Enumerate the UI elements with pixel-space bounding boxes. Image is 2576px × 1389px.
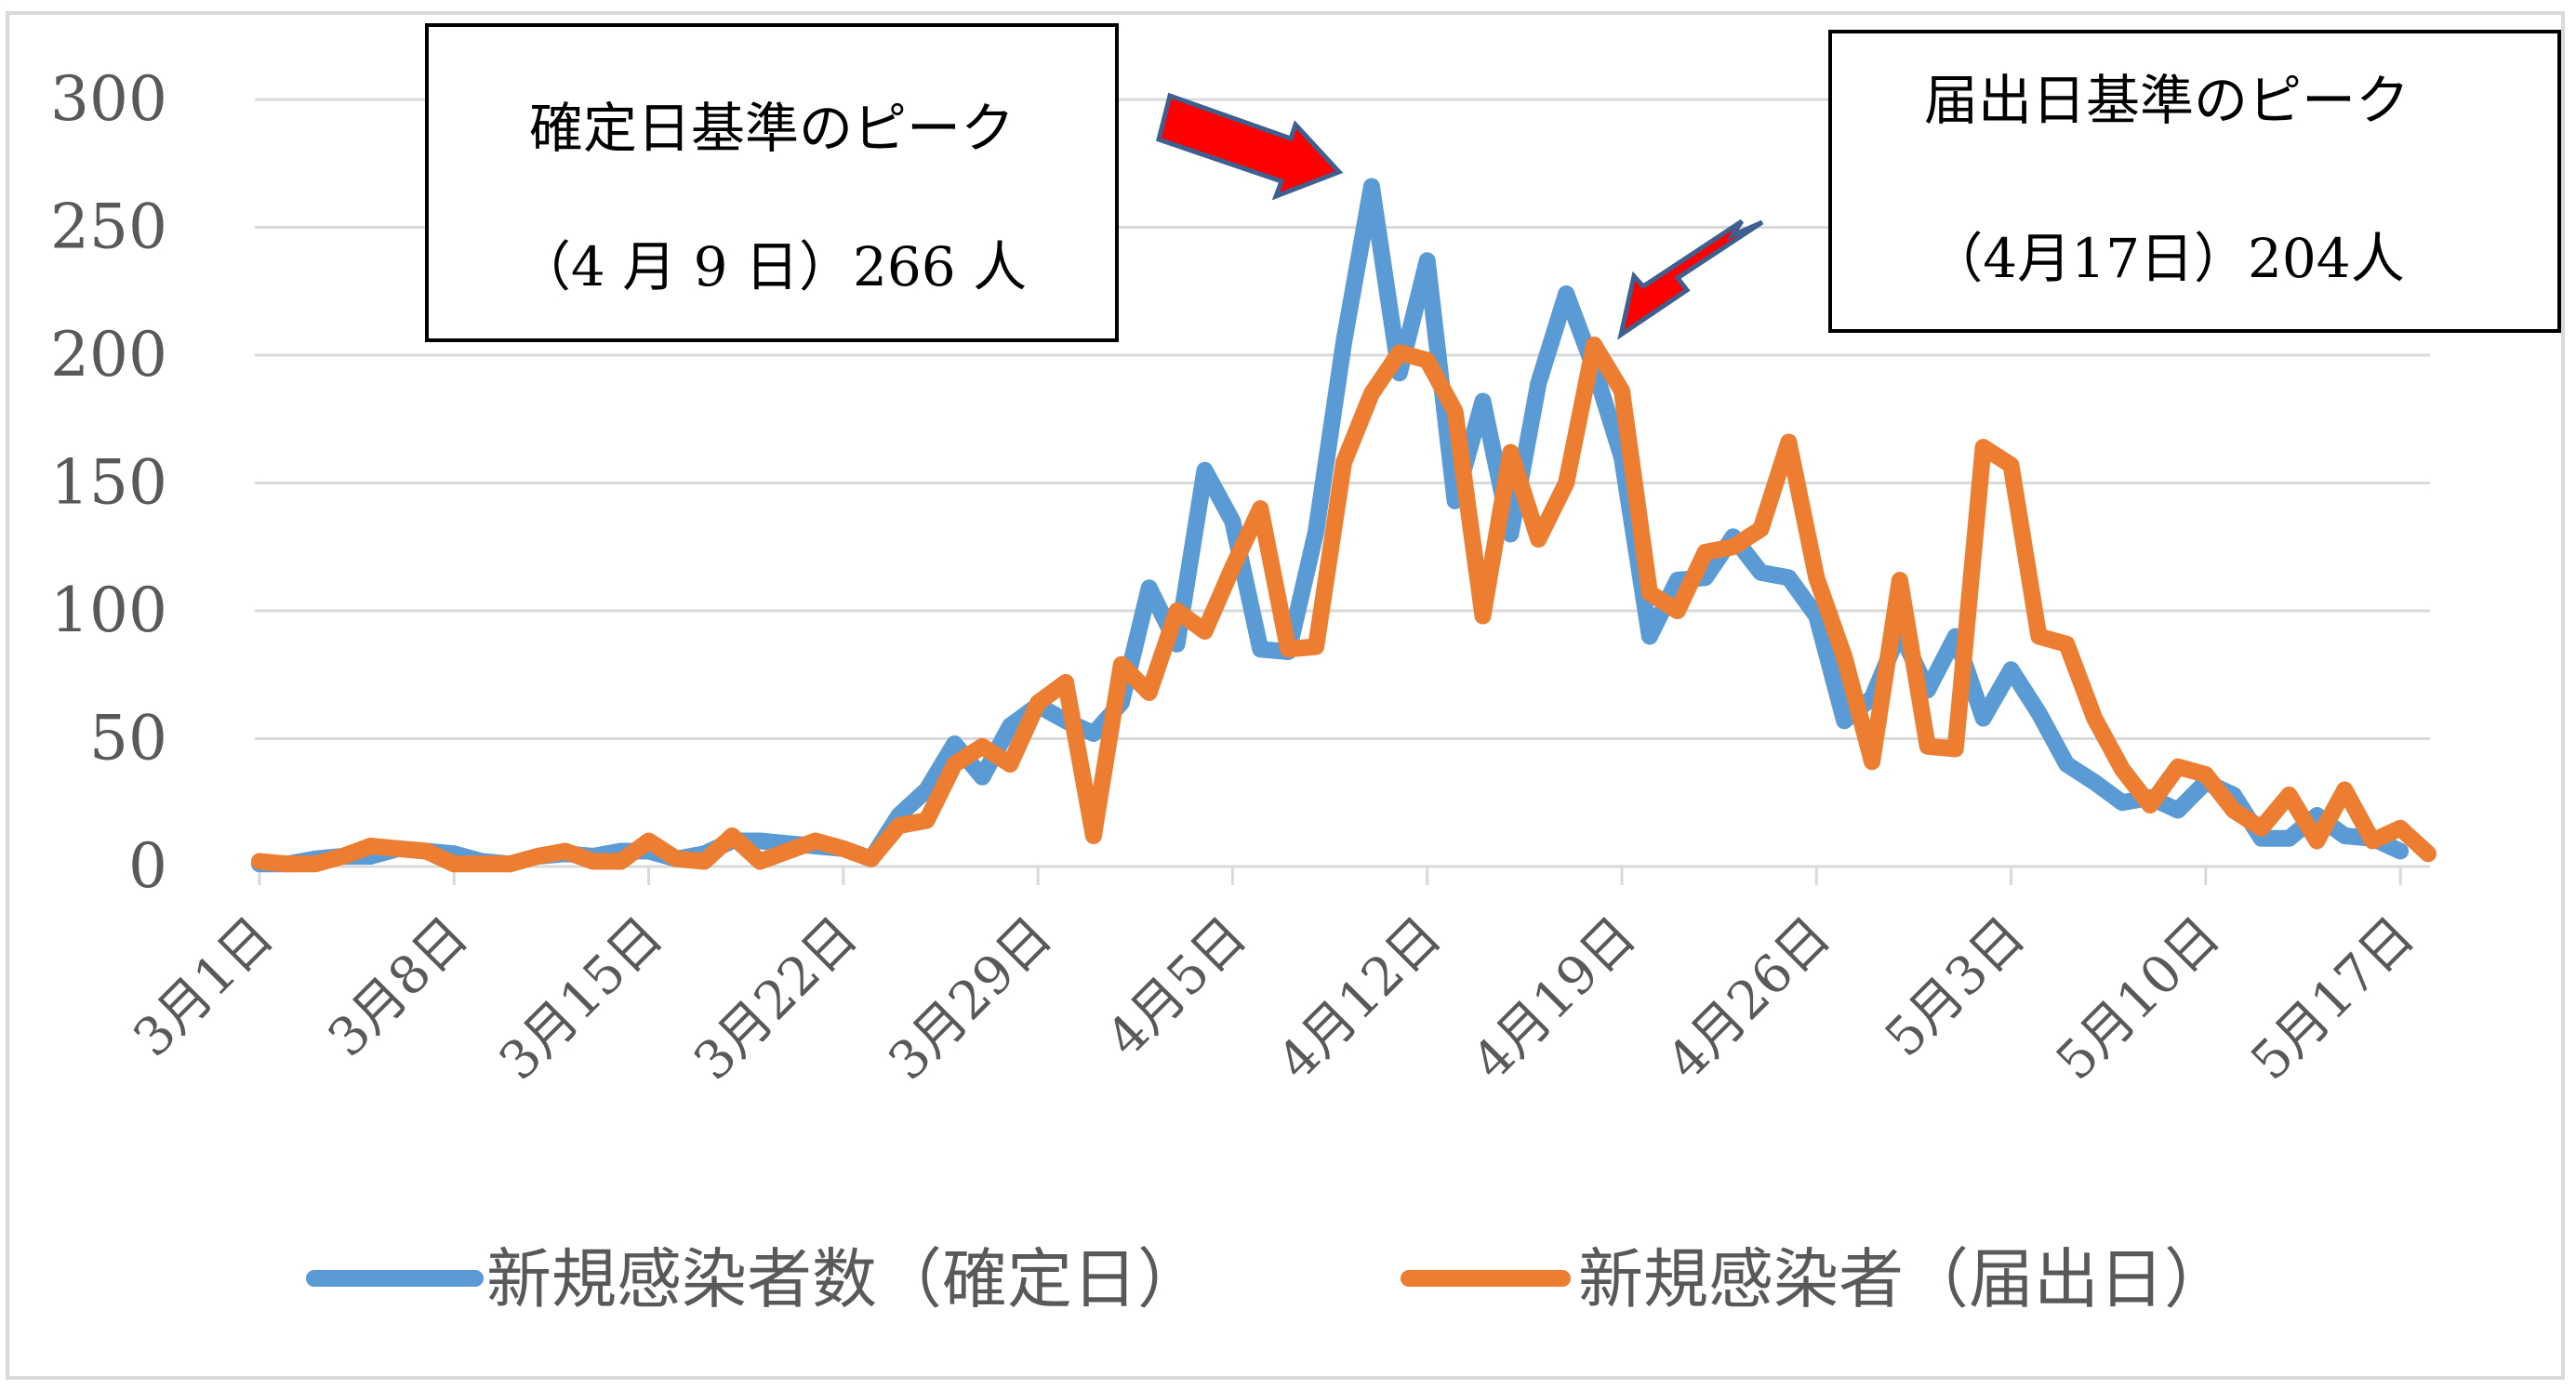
legend-label-confirmed: 新規感染者数（確定日） [486, 1241, 1202, 1317]
x-tick-label: 5月10日 [2045, 906, 2232, 1092]
annotation-confirmed-peak: 確定日基準のピーク （4 月 9 日）266 人 [425, 23, 1119, 342]
x-tick-label: 4月19日 [1461, 906, 1648, 1092]
x-tick-label: 4月26日 [1655, 906, 1842, 1092]
annotation-confirmed-line2: （4 月 9 日）266 人 [517, 235, 1027, 298]
series-line-confirmed [251, 178, 2410, 873]
annotation-reported-line1: 届出日基準のピーク [1924, 69, 2410, 132]
x-tick-label: 4月12日 [1267, 906, 1454, 1092]
y-tick-label: 0 [128, 830, 167, 902]
x-tick-label: 3月22日 [683, 906, 870, 1092]
x-axis-ticks: 3月1日 3月8日 3月15日 3月22日 3月29日 4月5日 4月12日 4月19日 4月2… [122, 866, 2426, 1092]
x-tick-label: 3月1日 [122, 906, 285, 1069]
x-tick-label: 3月8日 [317, 906, 481, 1069]
series-lines [251, 178, 2437, 873]
arrow-confirmed-peak [1156, 92, 1344, 201]
annotation-box-confirmed [425, 23, 1119, 342]
x-tick-label: 5月3日 [1874, 906, 2038, 1069]
x-tick-label: 5月17日 [2239, 906, 2426, 1092]
legend-label-reported: 新規感染者（届出日） [1578, 1241, 2229, 1317]
annotation-reported-peak: 届出日基準のピーク （4月17日）204人 [1828, 30, 2561, 333]
y-tick-label: 100 [50, 575, 167, 646]
annotation-reported-line2: （4月17日）204人 [1929, 227, 2404, 290]
legend: 新規感染者数（確定日） 新規感染者（届出日） [306, 1241, 2229, 1317]
arrow-reported-peak [1617, 218, 1764, 340]
y-axis-ticks: 0 50 100 150 200 250 300 [50, 63, 167, 902]
x-tick-label: 3月15日 [488, 906, 675, 1092]
y-tick-label: 200 [50, 319, 167, 390]
y-tick-label: 150 [50, 447, 167, 519]
x-tick-label: 4月5日 [1095, 906, 1259, 1069]
y-tick-label: 300 [50, 63, 167, 135]
y-tick-label: 250 [50, 192, 167, 263]
y-tick-label: 50 [89, 703, 167, 774]
series-line-reported [251, 337, 2437, 873]
annotation-box-reported [1828, 30, 2561, 333]
annotation-confirmed-line1: 確定日基準のピーク [529, 97, 1015, 160]
x-tick-label: 3月29日 [877, 906, 1064, 1092]
